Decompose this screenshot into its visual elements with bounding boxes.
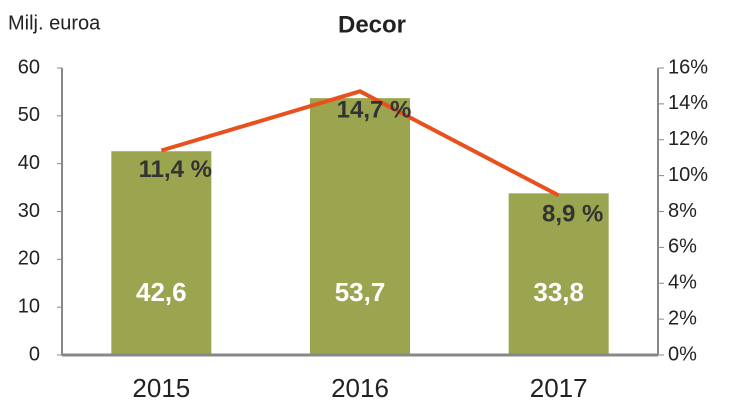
y-tick-label: 40 [18, 152, 40, 174]
x-tick-label: 2016 [331, 373, 389, 403]
y-tick-label: 10 [18, 295, 40, 317]
y-axis-label: Milj. euroa [8, 12, 101, 34]
y-tick-label: 20 [18, 248, 40, 270]
y2-tick-label: 16% [668, 56, 708, 78]
x-tick-label: 2017 [530, 373, 588, 403]
y2-tick-label: 4% [668, 272, 697, 294]
y2-tick-label: 0% [668, 343, 697, 365]
bar-value-label: 42,6 [136, 277, 187, 307]
y2-tick-label: 8% [668, 200, 697, 222]
chart-title: Decor [338, 11, 406, 38]
y2-tick-label: 2% [668, 307, 697, 329]
line-value-label: 8,9 % [542, 201, 603, 228]
line-value-label: 11,4 % [139, 156, 212, 183]
bar [310, 98, 410, 355]
y2-tick-label: 10% [668, 164, 708, 186]
y-tick-label: 60 [18, 56, 40, 78]
y-tick-label: 0 [29, 343, 40, 365]
bar-value-label: 53,7 [335, 277, 386, 307]
line-value-label: 14,7 % [337, 97, 412, 124]
bar [111, 151, 212, 355]
bar [508, 193, 609, 355]
bar-value-label: 33,8 [533, 277, 584, 307]
line [160, 89, 560, 198]
x-tick-label: 2015 [132, 373, 190, 403]
y2-tick-label: 14% [668, 92, 708, 114]
y-tick-label: 50 [18, 104, 40, 126]
y2-tick-label: 6% [668, 236, 697, 258]
y-tick-label: 30 [18, 200, 40, 222]
y2-tick-label: 12% [668, 128, 708, 150]
